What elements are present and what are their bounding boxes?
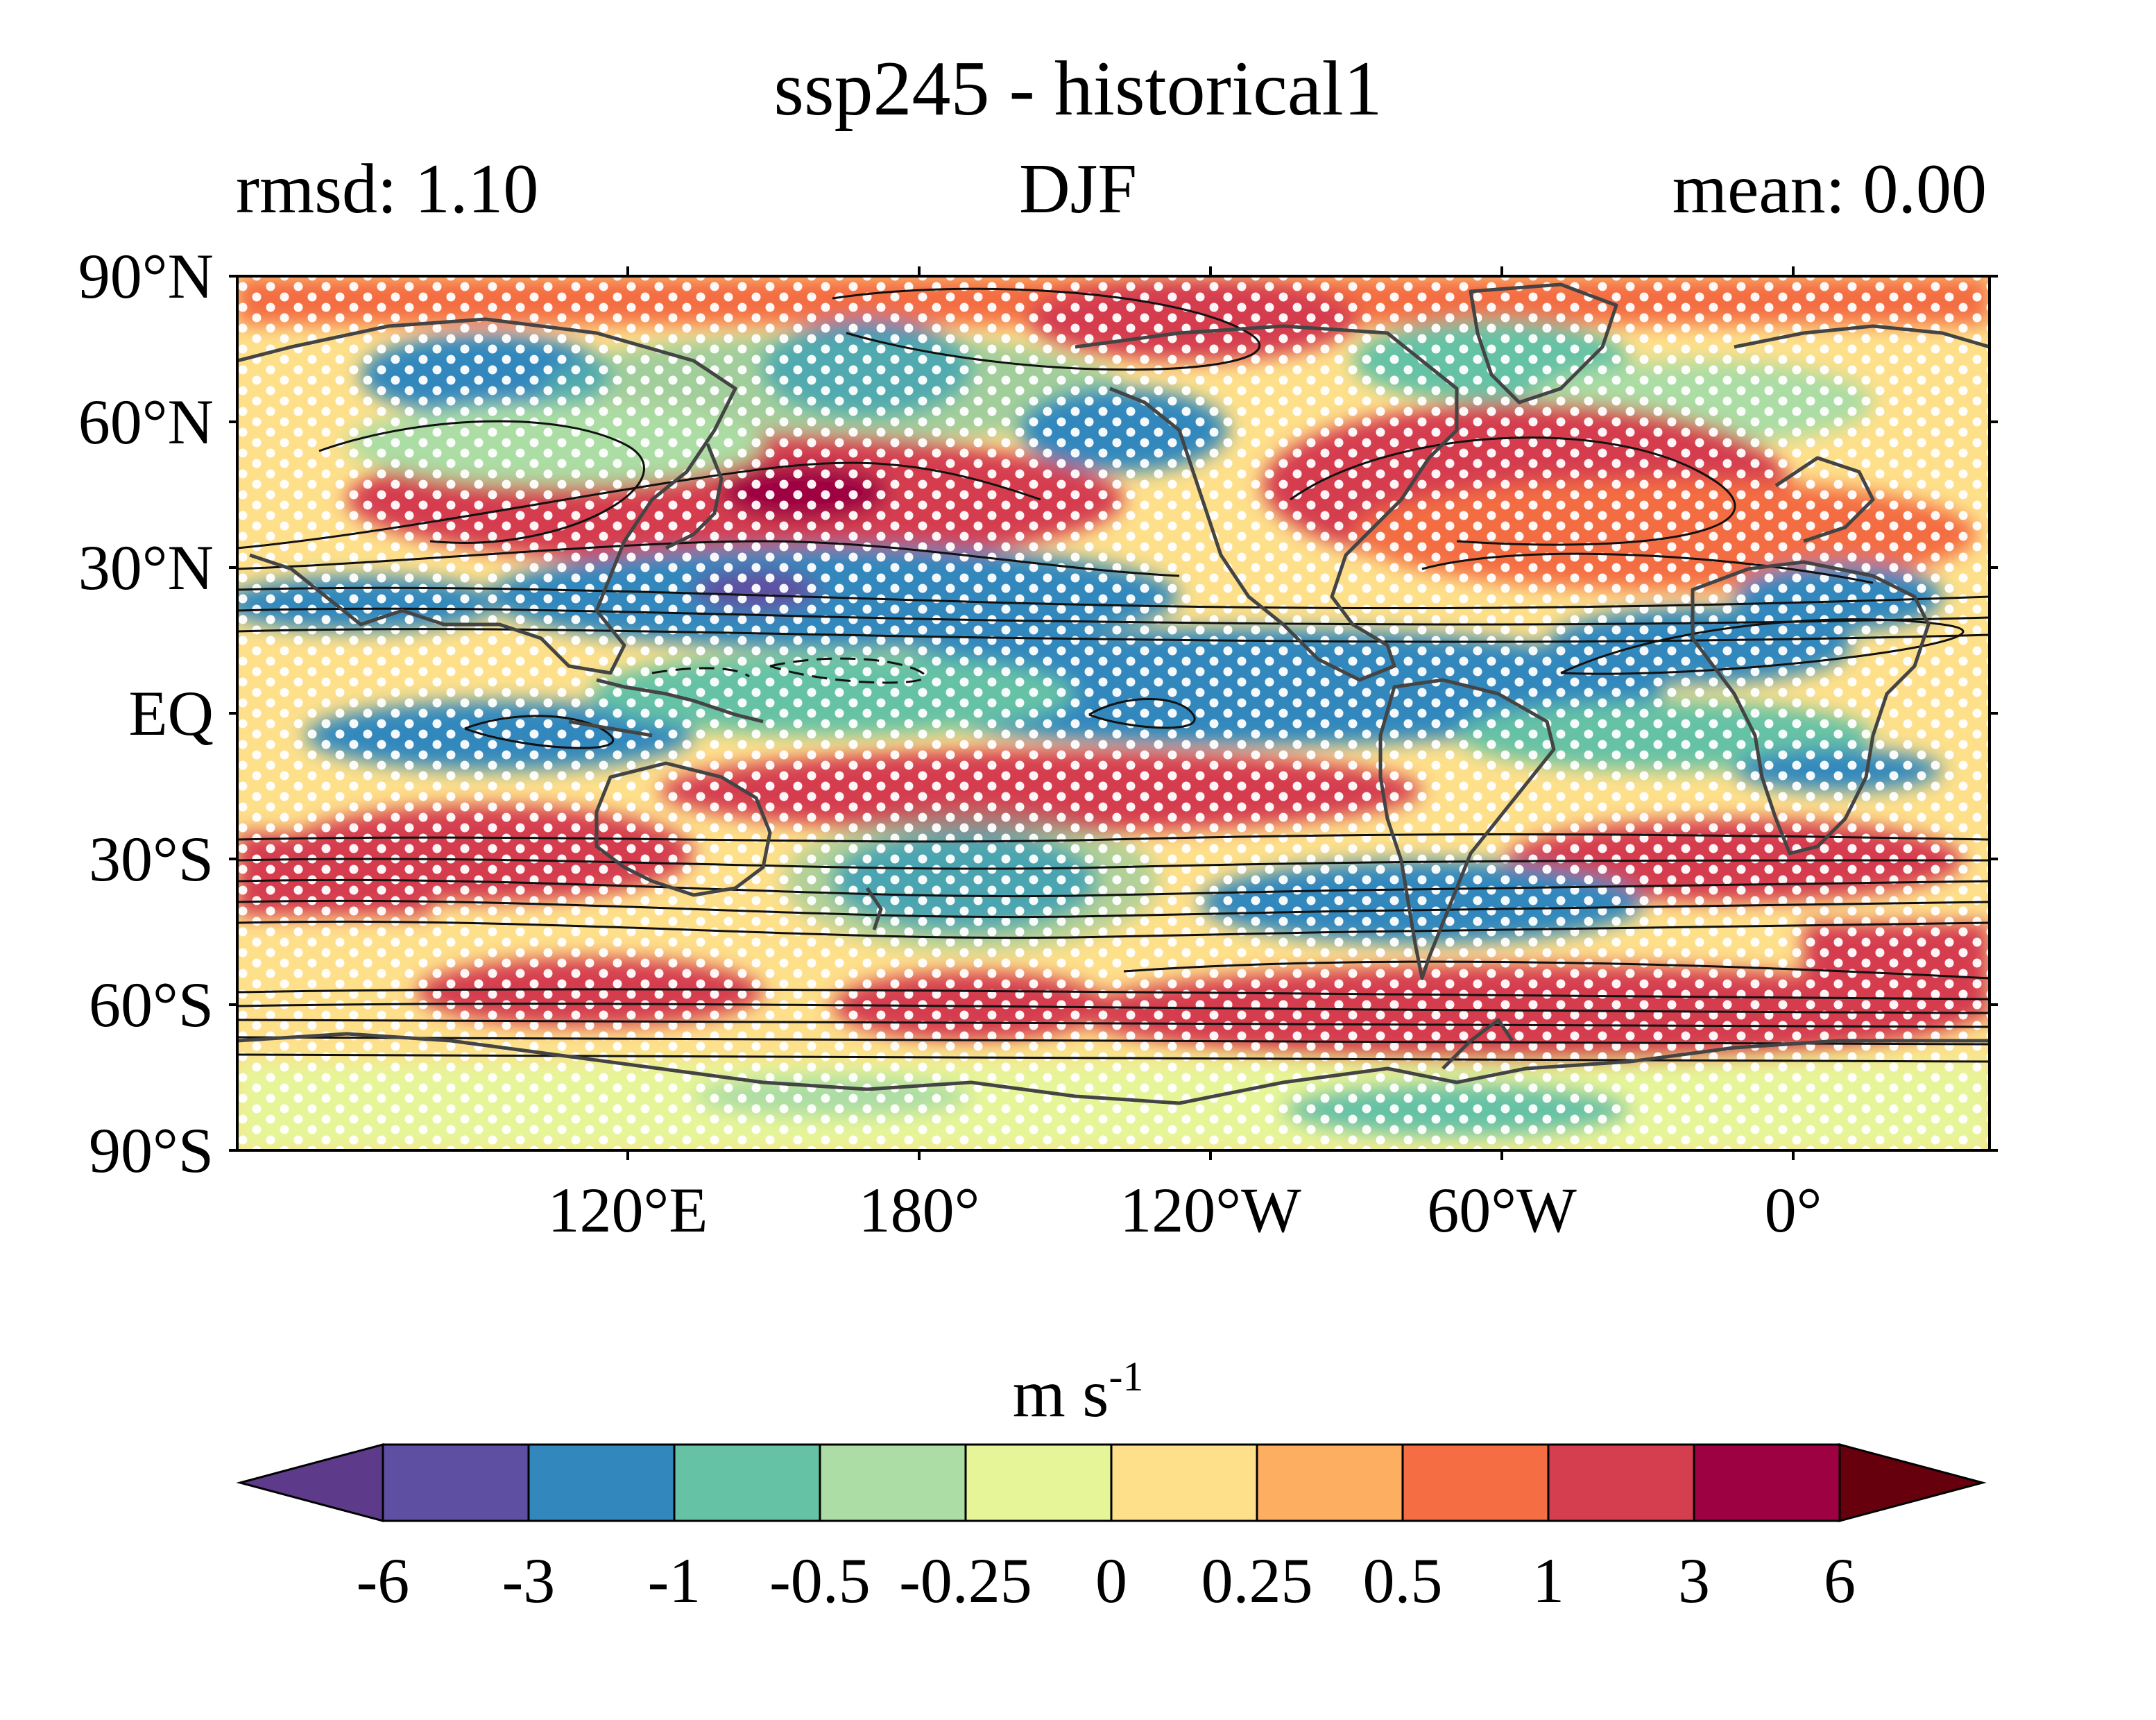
mean-label: mean: 0.00 (1672, 150, 1987, 228)
season-label: DJF (1018, 150, 1138, 228)
colorbar-bin-1 (527, 1443, 676, 1522)
lon-label-0: 0° (1764, 1175, 1822, 1245)
colorbar-units: m s-1 (0, 1356, 2156, 1428)
colorbar-tick-label: 3 (1678, 1545, 1710, 1616)
colorbar-bin-5 (1110, 1443, 1258, 1522)
lat-label-60s: 60°S (89, 969, 214, 1040)
colorbar-tick-label: 1 (1532, 1545, 1564, 1616)
lat-label-30s: 30°S (89, 824, 214, 894)
colorbar-tick-label: -6 (356, 1545, 410, 1616)
colorbar-tick-label: -1 (647, 1545, 701, 1616)
colorbar-tick-label: -0.5 (769, 1545, 871, 1616)
colorbar-bin-4 (964, 1443, 1113, 1522)
colorbar-bin-9 (1693, 1443, 1841, 1522)
colorbar-bin-2 (673, 1443, 821, 1522)
colorbar-tick-label: 0.5 (1362, 1545, 1443, 1616)
map-frame (229, 266, 1998, 1160)
lon-label-60w: 60°W (1427, 1175, 1577, 1245)
rmsd-label: rmsd: 1.10 (236, 150, 539, 228)
lat-label-30n: 30°N (78, 532, 214, 603)
lat-label-90n: 90°N (78, 241, 214, 312)
lon-label-120w: 120°W (1120, 1175, 1301, 1245)
units-exponent: -1 (1109, 1354, 1144, 1399)
map-field (237, 276, 1990, 1150)
colorbar-under-arrow (236, 1443, 384, 1522)
colorbar-bin-7 (1401, 1443, 1550, 1522)
colorbar-tick-label: -3 (502, 1545, 556, 1616)
colorbar-bin-6 (1256, 1443, 1404, 1522)
colorbar-bin-0 (382, 1443, 530, 1522)
colorbar-tick-label: 0.25 (1201, 1545, 1313, 1616)
plot-title: ssp245 - historical1 (773, 46, 1383, 132)
colorbar (236, 1443, 1987, 1522)
lat-label-eq: EQ (128, 678, 214, 749)
colorbar-tick-label: 6 (1824, 1545, 1856, 1616)
lon-label-120e: 120°E (547, 1175, 708, 1245)
colorbar-tick-label: -0.25 (899, 1545, 1032, 1616)
lat-label-60n: 60°N (78, 386, 214, 457)
colorbar-bin-8 (1547, 1443, 1695, 1522)
colorbar-over-arrow (1838, 1443, 1987, 1522)
colorbar-tick-label: 0 (1095, 1545, 1127, 1616)
lon-label-180: 180° (858, 1175, 980, 1245)
lat-label-90s: 90°S (89, 1115, 214, 1186)
units-base: m s (1012, 1356, 1109, 1431)
colorbar-bin-3 (819, 1443, 967, 1522)
